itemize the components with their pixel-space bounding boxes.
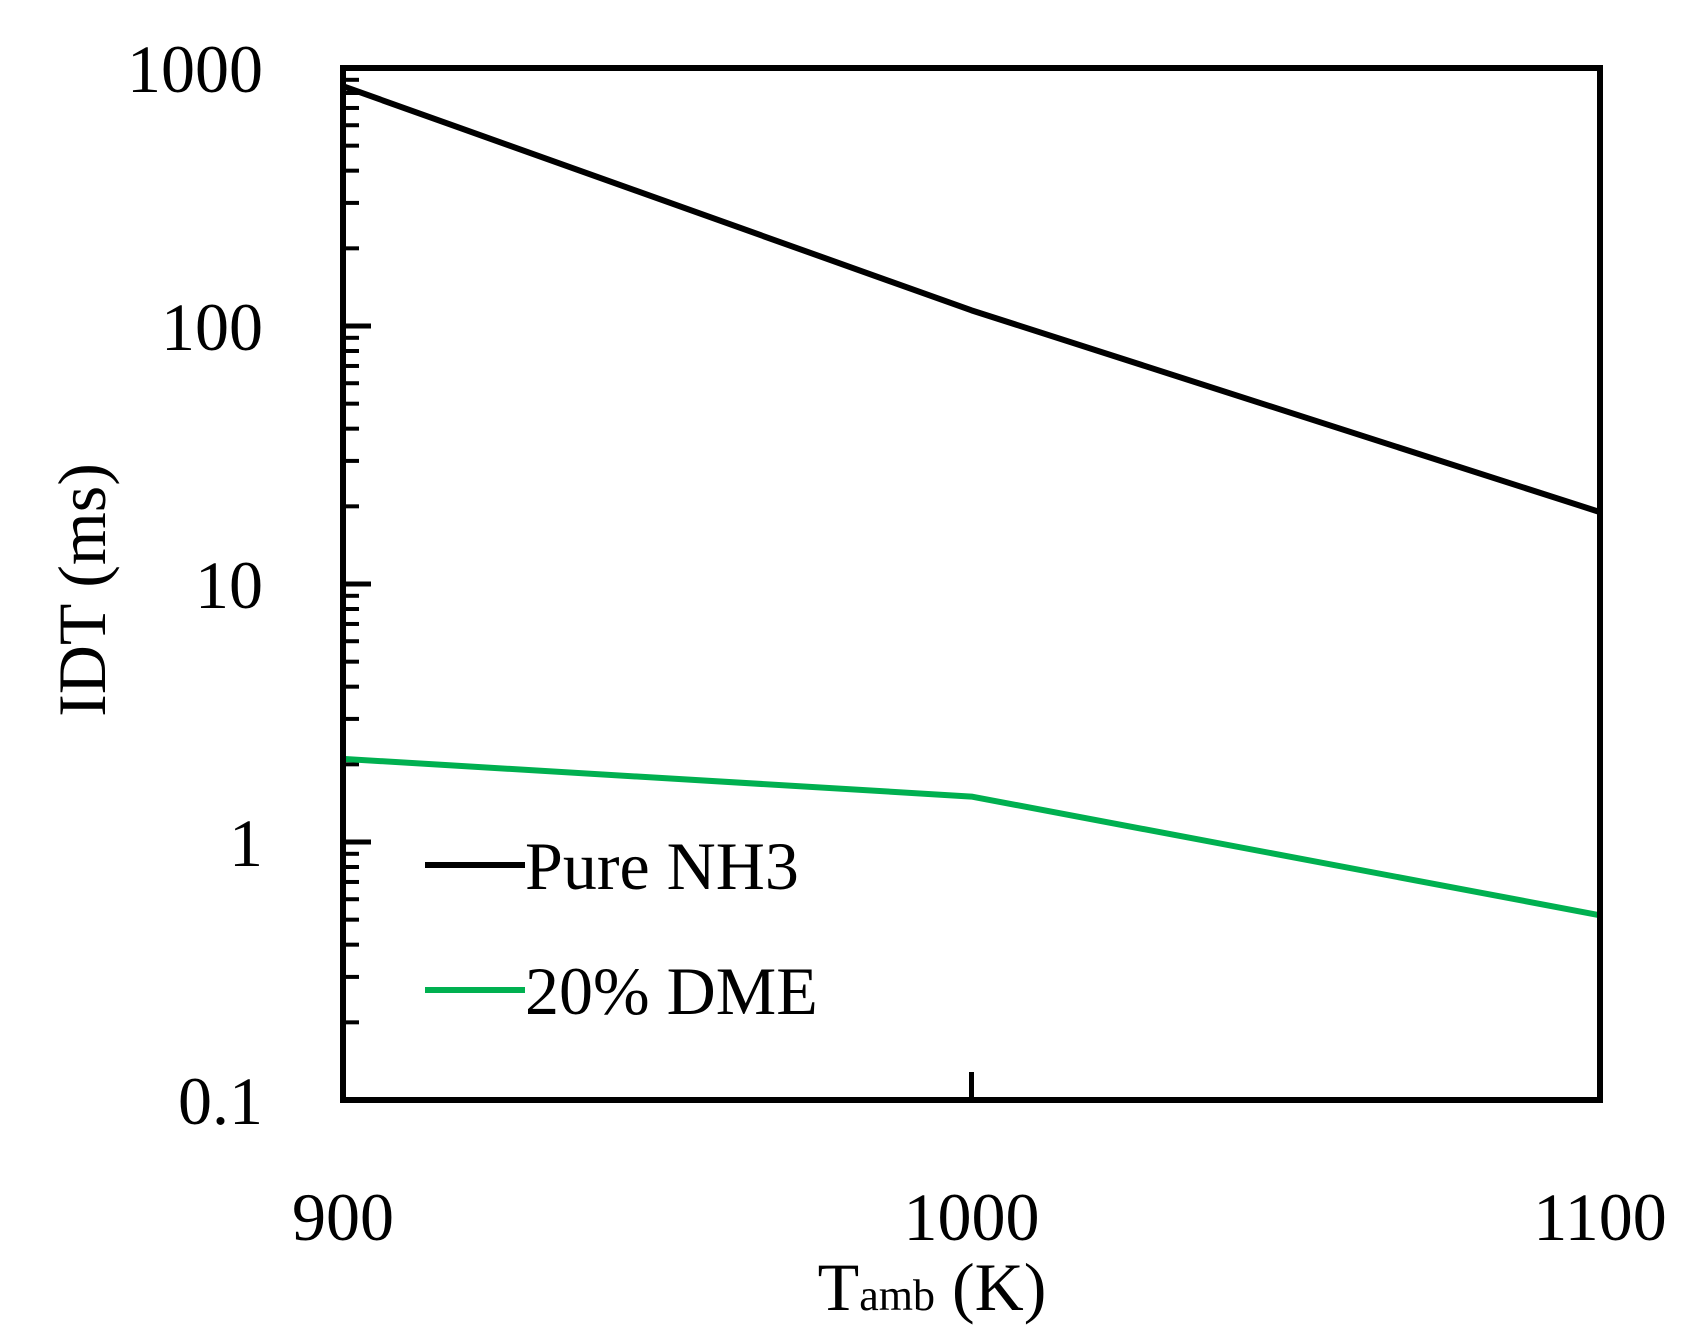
x-tick-label: 1000 (904, 1179, 1040, 1255)
tick-labels: 0.1 1 10 100 1000 900 1000 1100 (127, 31, 1667, 1255)
y-tick-label: 1000 (127, 31, 263, 107)
x-axis-title-subscript: amb (859, 1271, 935, 1320)
legend: Pure NH3 20% DME (425, 828, 818, 1029)
plot-area-frame (340, 65, 1603, 1103)
series-line (342, 755, 1601, 919)
legend-label: Pure NH3 (525, 828, 799, 904)
y-tick-label: 100 (161, 289, 263, 365)
legend-label: 20% DME (525, 953, 818, 1029)
series-line (341, 83, 1601, 515)
y-tick-label: 1 (229, 805, 263, 881)
x-tick-label: 900 (292, 1179, 394, 1255)
x-axis-title-main: T (818, 1249, 860, 1325)
y-axis-title: IDT (ms) (44, 463, 120, 717)
x-axis-title-unit: (K) (935, 1249, 1046, 1325)
x-axis-title: Tamb (K) (818, 1249, 1047, 1325)
series-layer (341, 83, 1601, 919)
y-tick-label: 0.1 (178, 1063, 263, 1139)
axis-ticks (340, 65, 1603, 1103)
y-tick-label: 10 (195, 547, 263, 623)
x-tick-label: 1100 (1533, 1179, 1666, 1255)
